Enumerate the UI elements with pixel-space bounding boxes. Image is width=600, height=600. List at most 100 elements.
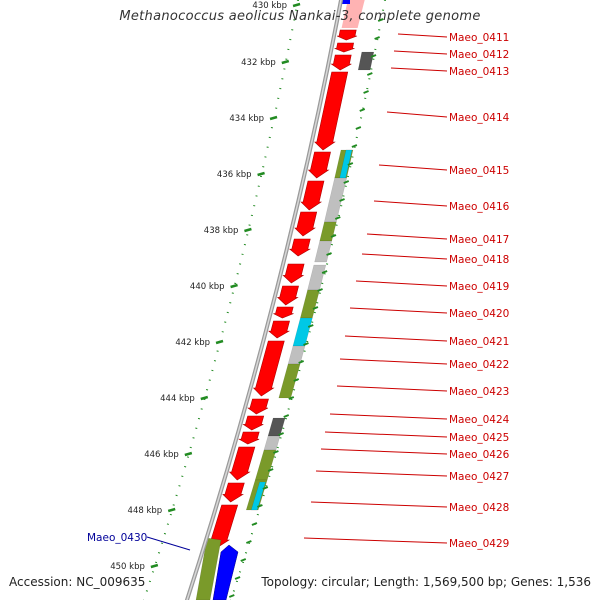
minor-tick (288, 396, 295, 400)
topology-text: Topology: circular; Length: 1,569,500 bp… (261, 575, 591, 589)
forward-gene-arrow[interactable] (252, 340, 285, 397)
gene-label[interactable]: Maeo_0424 (449, 414, 510, 426)
gene-label[interactable]: Maeo_0415 (449, 165, 509, 177)
gene-label[interactable]: Maeo_0430 (87, 532, 147, 544)
forward-gene-arrow[interactable] (288, 238, 311, 257)
reverse-gene-partial[interactable] (342, 0, 350, 4)
minor-tick (312, 306, 319, 310)
gene-label[interactable]: Maeo_0429 (449, 538, 509, 550)
minor-tick (283, 414, 290, 418)
forward-gene-partial[interactable] (341, 0, 366, 28)
forward-gene-arrow[interactable] (222, 482, 245, 503)
forward-gene-arrow[interactable] (273, 306, 294, 319)
forward-gene-arrow[interactable] (294, 211, 318, 237)
forward-gene-arrow[interactable] (242, 415, 265, 431)
gene-label[interactable]: Maeo_0414 (449, 112, 510, 124)
gene-leader-line (146, 536, 191, 551)
gene-label[interactable]: Maeo_0422 (449, 359, 509, 371)
gene-label[interactable]: Maeo_0418 (449, 254, 509, 266)
gene-leader-line (397, 33, 448, 38)
ruler-label: 444 kbp (160, 394, 195, 404)
ruler-label: 438 kbp (204, 226, 239, 236)
gene-label[interactable]: Maeo_0425 (449, 432, 509, 444)
gene-label[interactable]: Maeo_0421 (449, 336, 509, 348)
minor-tick (273, 450, 279, 454)
gene-leader-line (310, 501, 448, 508)
cog-feature-box (300, 289, 320, 319)
minor-tick (359, 108, 366, 112)
gene-label[interactable]: Maeo_0417 (449, 234, 509, 246)
minor-tick (355, 126, 362, 130)
forward-gene-arrow[interactable] (334, 42, 355, 53)
forward-gene-arrow[interactable] (268, 320, 291, 339)
minor-tick (317, 288, 323, 292)
forward-gene-arrow[interactable] (247, 398, 269, 415)
ruler-label: 434 kbp (229, 114, 264, 124)
minor-tick (303, 342, 309, 346)
ruler-tick (200, 395, 209, 401)
ruler-tick (215, 339, 224, 345)
minor-tick (326, 252, 332, 256)
forward-gene-arrow[interactable] (314, 71, 349, 151)
minor-tick (298, 360, 305, 364)
ruler-label: 430 kbp (252, 1, 287, 11)
gene-label[interactable]: Maeo_0420 (449, 308, 509, 320)
minor-tick (228, 594, 235, 598)
gene-label[interactable]: Maeo_0423 (449, 386, 509, 398)
ruler-label: 446 kbp (144, 450, 179, 460)
gene-leader-line (373, 200, 448, 207)
ruler-tick (244, 227, 252, 233)
forward-gene-arrow[interactable] (307, 151, 331, 179)
gene-leader-line (361, 253, 448, 260)
gene-leader-line (366, 233, 448, 240)
backbone-line (184, 0, 344, 600)
minor-tick (251, 522, 258, 526)
minor-tick (307, 324, 314, 328)
forward-gene-arrow[interactable] (300, 180, 325, 211)
ruler-tick (257, 171, 265, 177)
gene-label[interactable]: Maeo_0427 (449, 471, 509, 483)
gene-label[interactable]: Maeo_0428 (449, 502, 509, 514)
gene-label[interactable]: Maeo_0413 (449, 66, 509, 78)
gene-label[interactable]: Maeo_0416 (449, 201, 510, 213)
accession-text: Accession: NC_009635 (9, 575, 146, 589)
minor-tick (257, 504, 263, 508)
minor-tick (262, 486, 269, 490)
ruler-tick (150, 563, 159, 569)
forward-gene-arrow[interactable] (330, 54, 352, 71)
ruler-label: 432 kbp (241, 58, 276, 68)
backbone-highlight (186, 0, 342, 600)
ruler-tick (269, 115, 278, 121)
cog-feature-box (314, 240, 333, 263)
minor-tick (347, 162, 354, 166)
gene-leader-line (320, 448, 448, 455)
ruler-tick (167, 507, 176, 513)
cog-feature-box (357, 51, 375, 71)
forward-gene-arrow[interactable] (282, 263, 305, 284)
minor-tick (343, 180, 350, 184)
gene-label[interactable]: Maeo_0412 (449, 49, 509, 61)
gene-label[interactable]: Maeo_0419 (449, 281, 509, 293)
cog-feature-box (195, 537, 222, 600)
forward-gene-arrow[interactable] (237, 431, 260, 445)
minor-tick (293, 378, 300, 382)
cog-feature-box (307, 264, 327, 291)
ruler-label: 436 kbp (217, 170, 252, 180)
forward-gene-arrow[interactable] (276, 285, 299, 306)
minor-tick (234, 576, 241, 580)
cog-feature-box (250, 481, 266, 511)
cog-feature-box (319, 221, 337, 242)
cog-feature-box (278, 363, 301, 399)
gene-label[interactable]: Maeo_0426 (449, 449, 510, 461)
gene-label[interactable]: Maeo_0411 (449, 32, 509, 44)
minor-tick (370, 54, 377, 58)
minor-tick (339, 198, 345, 202)
gene-leader-line (355, 280, 448, 287)
minor-tick (334, 216, 341, 220)
forward-gene-arrow[interactable] (336, 29, 358, 41)
reverse-gene-arrow[interactable] (212, 544, 239, 600)
gene-leader-line (390, 67, 448, 72)
ruler-label: 450 kbp (110, 562, 145, 572)
forward-gene-arrow[interactable] (228, 446, 256, 481)
